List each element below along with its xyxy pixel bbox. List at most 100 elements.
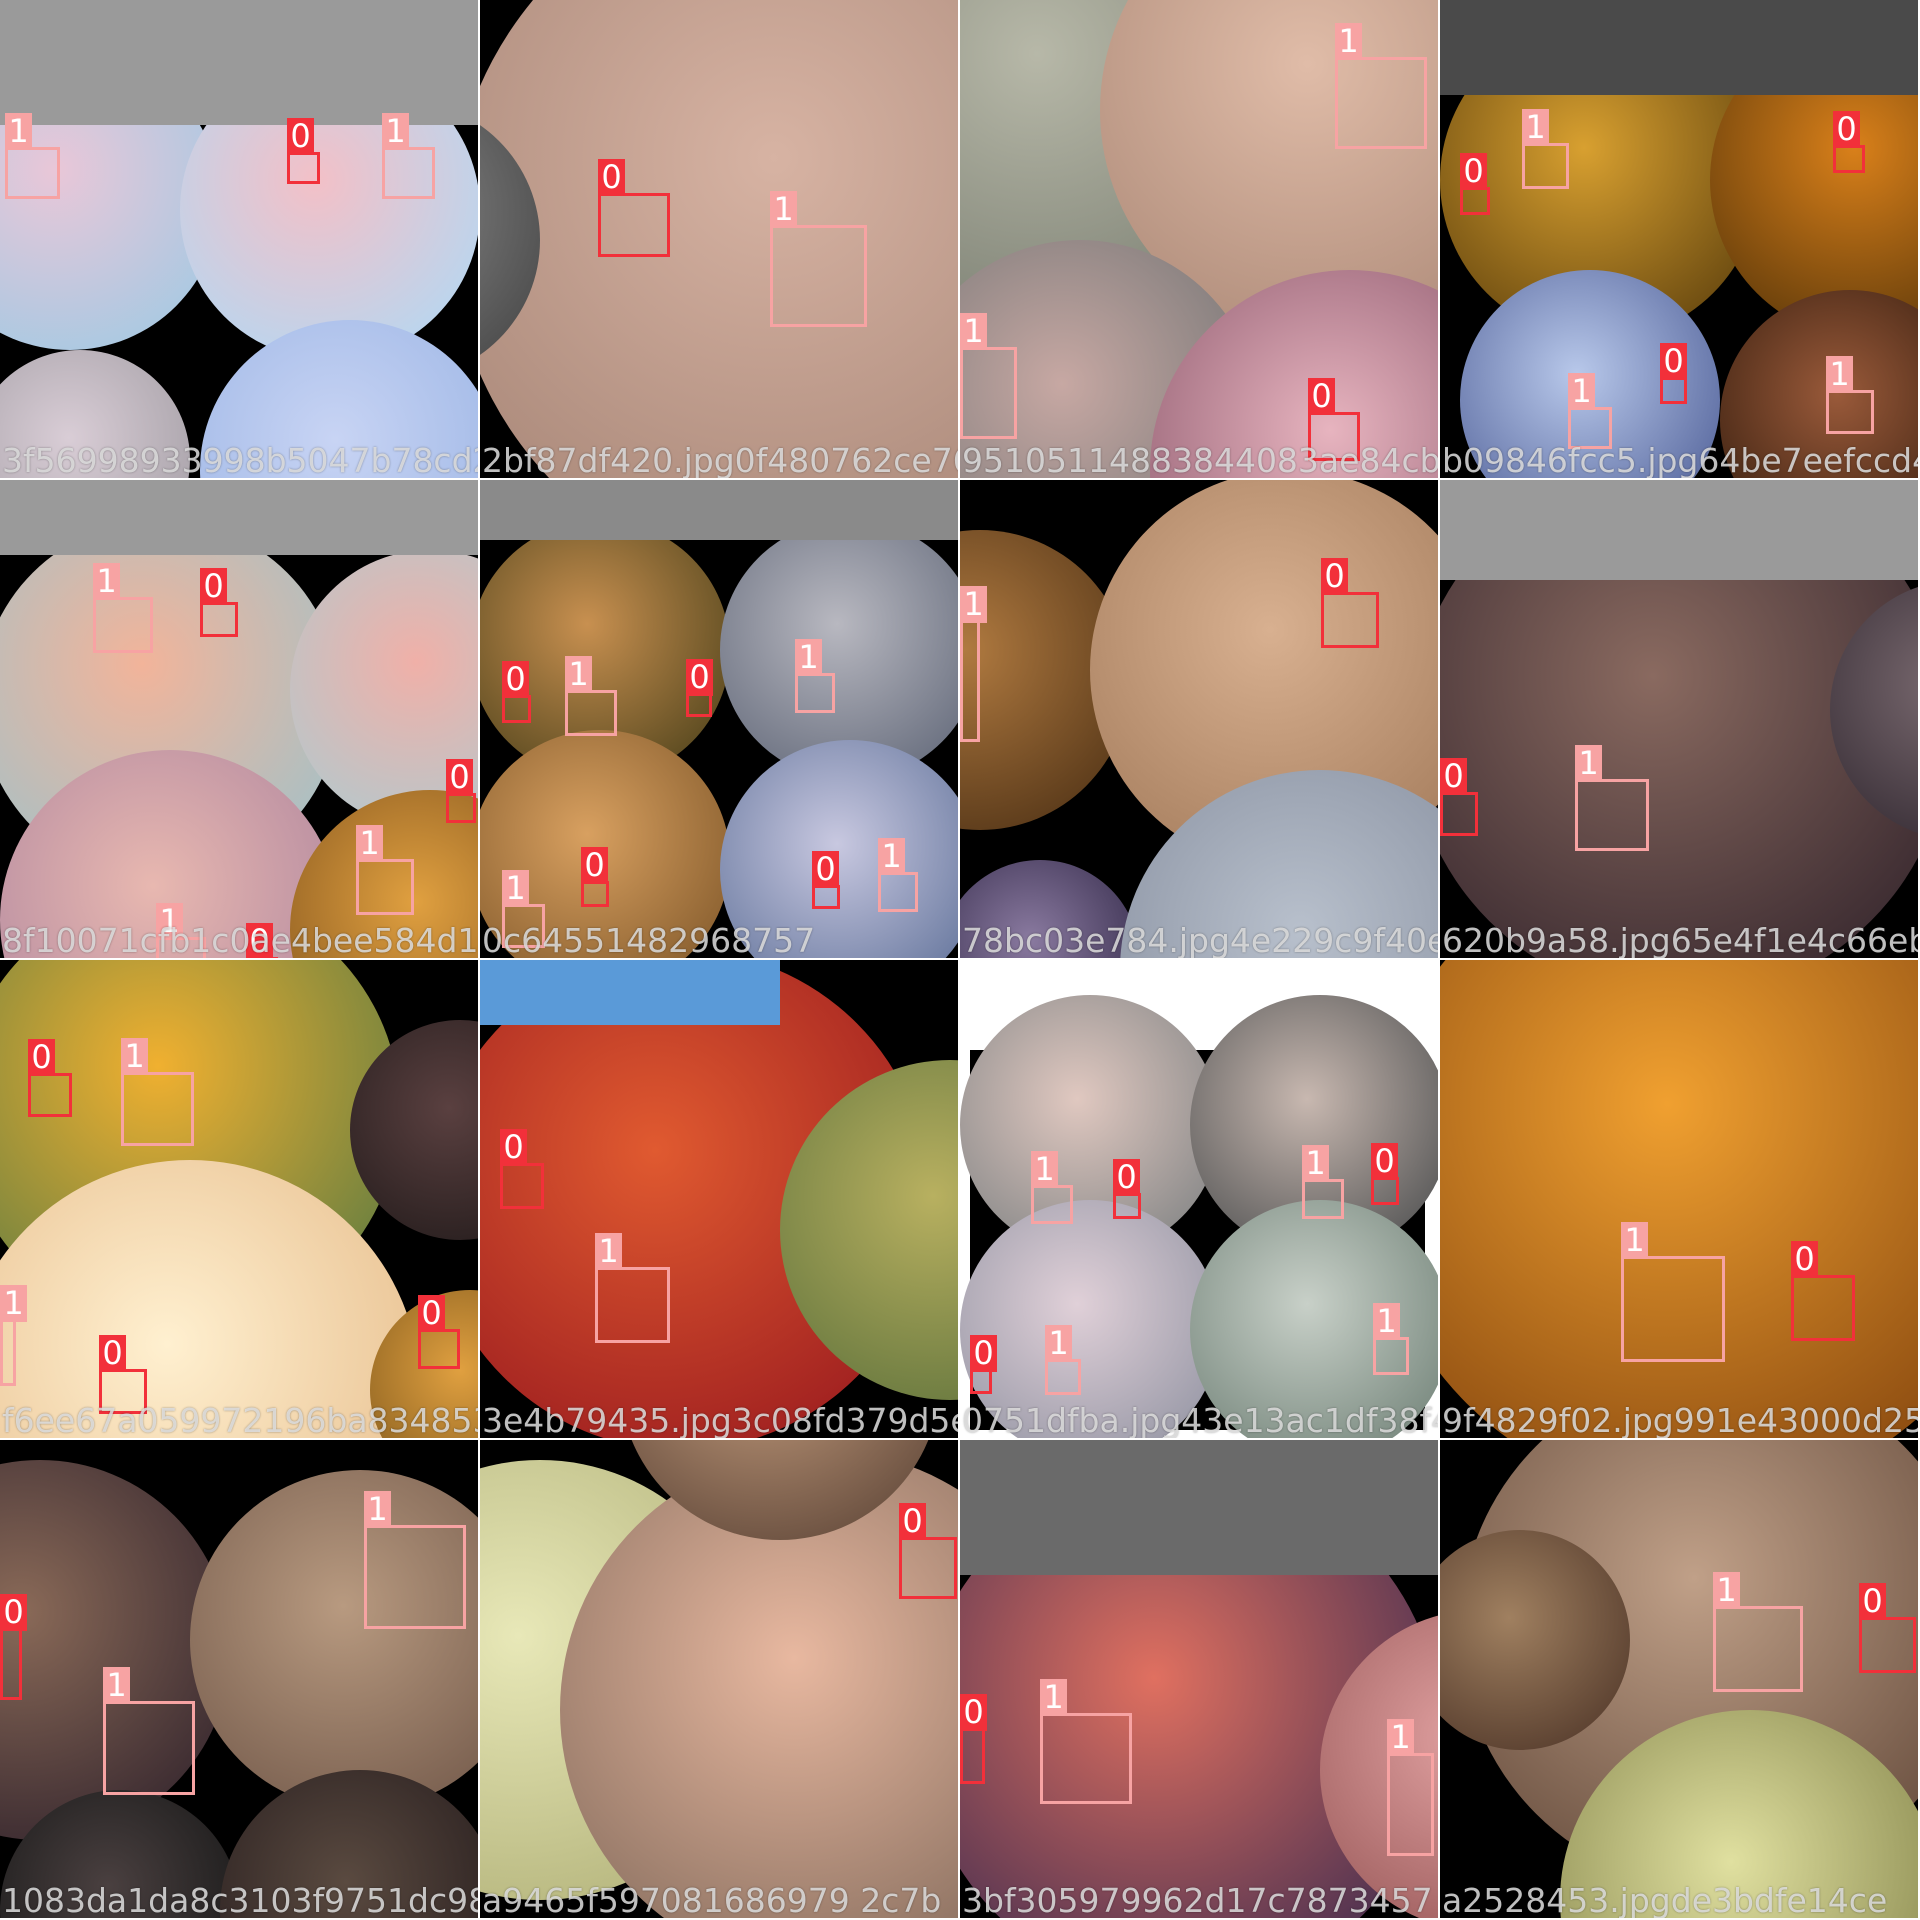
class-label-tag: 0 [1859, 1583, 1886, 1620]
detection-box-class-1: 1 [595, 1233, 670, 1343]
fundus-disc [960, 995, 1220, 1255]
fundus-disc [1150, 270, 1438, 478]
mosaic-tile: 0 1 2bf87df420.jpg0f480762ce76 [480, 0, 958, 478]
detection-box-class-1: 1 [1373, 1303, 1409, 1375]
fundus-image [480, 960, 958, 1438]
fundus-disc [720, 520, 958, 780]
detection-box-class-1: 1 [1387, 1719, 1434, 1856]
class-label-tag: 1 [960, 586, 987, 623]
class-label-tag: 0 [1308, 378, 1335, 415]
padding-band [480, 480, 958, 540]
mosaic-tile: 0 a9465f597081686979 2c7b [480, 1440, 958, 1918]
class-label-tag: 0 [970, 1335, 997, 1372]
class-label-tag: 1 [364, 1491, 391, 1528]
fundus-disc [631, 1440, 929, 1540]
class-label-tag: 0 [99, 1335, 126, 1372]
fundus-disc [1560, 1710, 1918, 1918]
class-label-tag: 0 [960, 1694, 987, 1731]
fundus-disc [0, 750, 340, 958]
fundus-image [0, 0, 478, 478]
detection-box-class-0: 0 [686, 659, 713, 717]
detection-box-class-1: 1 [795, 639, 835, 713]
class-label-tag: 0 [1371, 1143, 1398, 1180]
fundus-disc [780, 1060, 958, 1400]
mosaic-tile: 0 1 620b9a58.jpg65e4f1e4c66eb [1440, 480, 1918, 958]
fundus-disc [290, 550, 478, 830]
class-label-tag: 0 [598, 159, 625, 196]
filename-caption: b09846fcc5.jpg64be7eefccd4e [1442, 441, 1918, 478]
padding-band [1440, 480, 1918, 580]
detection-box-class-1: 1 [878, 838, 918, 912]
class-label-tag: 1 [1522, 109, 1549, 146]
detection-box-class-1: 1 [565, 656, 617, 736]
mosaic-tile: 1 0 1 3f56998933998b5047b78cd2b6cd42b.jpg [0, 0, 478, 478]
class-label-tag: 0 [418, 1295, 445, 1332]
filename-caption: f6ee67a059972196ba8348538 [2, 1401, 478, 1438]
detection-box-class-1: 1 [5, 113, 60, 199]
fundus-image [960, 480, 1438, 958]
detection-box-class-1: 1 [1575, 745, 1649, 851]
fundus-disc [1190, 1200, 1438, 1438]
fundus-disc [480, 730, 730, 958]
mosaic-tile: 1 0 1 0 0 1 1 0751dfba.jpg43e13ac1df38f4e [960, 960, 1438, 1438]
class-label-tag: 0 [500, 1129, 527, 1166]
class-label-tag: 0 [28, 1039, 55, 1076]
fundus-disc [0, 50, 220, 350]
class-label-tag: 0 [1660, 343, 1687, 380]
padding-band [960, 1440, 1438, 1575]
fundus-image [480, 1440, 958, 1918]
mosaic-tile: 0 1 1 0 0 f6ee67a059972196ba8348538 [0, 960, 478, 1438]
class-label-tag: 1 [1575, 745, 1602, 782]
detection-box-class-0: 0 [598, 159, 670, 257]
fundus-disc [0, 1790, 240, 1918]
detection-box-class-0: 0 [500, 1129, 544, 1209]
detection-box-class-0: 0 [1113, 1159, 1141, 1219]
detection-box-class-0: 0 [1660, 343, 1687, 404]
class-label-tag: 1 [1713, 1572, 1740, 1609]
detection-box-class-1: 1 [1045, 1325, 1081, 1395]
filename-caption: 0c64551482968757 [482, 921, 816, 958]
class-label-tag: 1 [1045, 1325, 1072, 1362]
class-label-tag: 1 [356, 825, 383, 862]
fundus-disc [480, 0, 958, 478]
detection-box-class-0: 0 [28, 1039, 72, 1117]
mosaic-tile: 0 1 3e4b79435.jpg3c08fd379d5e0 [480, 960, 958, 1438]
fundus-disc [1440, 480, 1918, 958]
fundus-disc [1100, 0, 1438, 340]
fundus-disc [1120, 770, 1438, 958]
detection-box-class-0: 0 [1440, 758, 1478, 836]
mosaic-tile: 1 0 78bc03e784.jpg4e229c9f40e6 [960, 480, 1438, 958]
filename-caption: 95105114883844083ae84cb28 [962, 441, 1438, 478]
filename-caption: 1083da1da8c3103f9751dc98 [2, 1881, 478, 1918]
mosaic-tile: 1 1 0 95105114883844083ae84cb28 [960, 0, 1438, 478]
detection-box-class-0: 0 [99, 1335, 147, 1414]
fundus-image [480, 480, 958, 958]
class-label-tag: 1 [502, 870, 529, 907]
fundus-disc [200, 320, 478, 478]
mosaic-tile: 0 1 1 1083da1da8c3103f9751dc98 [0, 1440, 478, 1918]
class-label-tag: 0 [0, 1594, 27, 1631]
filename-caption: 3f56998933998b5047b78cd2b6cd42b.jpg [2, 441, 478, 478]
mosaic-tile: 1001108f10071cfb1c0ae4bee584d150066b.jpg [0, 480, 478, 958]
mosaic-tile: 0 1 1 3bf305979962d17c7873457 [960, 1440, 1438, 1918]
detection-box-class-1: 1 [382, 113, 435, 199]
class-label-tag: 0 [1460, 153, 1487, 190]
fundus-disc [960, 860, 1140, 958]
detection-box-class-1: 1 [1302, 1145, 1344, 1219]
filename-caption: 8f10071cfb1c0ae4bee584d150066b.jpg [2, 921, 478, 958]
class-label-tag: 1 [1040, 1679, 1067, 1716]
fundus-disc [1440, 1530, 1630, 1750]
class-label-tag: 0 [1321, 558, 1348, 595]
class-label-tag: 1 [1826, 356, 1853, 393]
detection-box-class-0: 0 [502, 661, 531, 723]
class-label-tag: 0 [1440, 758, 1467, 795]
fundus-disc [190, 1470, 478, 1810]
detection-box-class-1: 1 [103, 1667, 195, 1795]
mosaic-tile: 1 0 a2528453.jpgde3bdfe14ce [1440, 1440, 1918, 1918]
fundus-image [0, 960, 478, 1438]
filename-caption: 78bc03e784.jpg4e229c9f40e6 [962, 921, 1438, 958]
fundus-disc [960, 1470, 1438, 1918]
filename-caption: a9465f597081686979 2c7b [482, 1881, 942, 1918]
class-label-tag: 1 [121, 1038, 148, 1075]
detection-box-class-1: 1 [121, 1038, 194, 1146]
